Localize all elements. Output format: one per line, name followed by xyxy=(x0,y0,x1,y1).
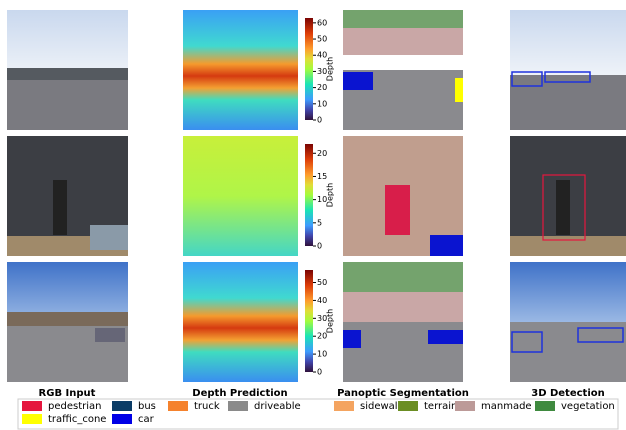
colorbar-tick-label: 5 xyxy=(317,218,322,227)
legend-swatch xyxy=(228,401,248,411)
colorbar-label: Depth xyxy=(326,183,335,207)
colorbar-tick-label: 20 xyxy=(317,149,327,158)
colorbar-tick-label: 50 xyxy=(317,278,327,287)
legend-label: traffic_cone xyxy=(48,414,106,425)
column-title: RGB Input xyxy=(39,388,96,399)
legend-swatch xyxy=(535,401,555,411)
colorbar-tick-label: 0 xyxy=(317,368,322,377)
colorbar-tick-label: 0 xyxy=(317,116,322,125)
legend-label: manmade xyxy=(481,401,532,412)
legend-label: car xyxy=(138,414,155,425)
colorbar-tick-label: 15 xyxy=(317,172,327,181)
column-title: Panoptic Segmentation xyxy=(337,388,469,399)
colorbar-tick-label: 60 xyxy=(317,18,327,27)
colorbar-label: Depth xyxy=(326,309,335,333)
column-title: 3D Detection xyxy=(531,388,605,399)
legend-swatch xyxy=(112,414,132,424)
legend-label: driveable xyxy=(254,401,301,412)
colorbar-tick-label: 10 xyxy=(317,350,327,359)
figure: RGB Input Depth Prediction Panoptic Segmen… xyxy=(0,0,626,430)
column-title: Depth Prediction xyxy=(192,388,287,399)
legend-swatch xyxy=(168,401,188,411)
legend-swatch xyxy=(455,401,475,411)
colorbar-tick-label: 0 xyxy=(317,242,322,251)
colorbar-tick-label: 20 xyxy=(317,83,327,92)
legend-label: truck xyxy=(194,401,220,412)
colorbar-tick-label: 50 xyxy=(317,35,327,44)
legend-label: vegetation xyxy=(561,401,615,412)
legend-label: pedestrian xyxy=(48,401,102,412)
colorbar-label: Depth xyxy=(326,57,335,81)
colorbar xyxy=(305,18,313,120)
colorbar xyxy=(305,144,313,246)
colorbar-tick-label: 40 xyxy=(317,296,327,305)
colorbar xyxy=(305,270,313,372)
legend-swatch xyxy=(22,401,42,411)
legend-label: sidewalk xyxy=(360,401,404,412)
legend-swatch xyxy=(112,401,132,411)
legend-swatch xyxy=(334,401,354,411)
legend-label: terrain xyxy=(424,401,457,412)
colorbar-tick-label: 10 xyxy=(317,99,327,108)
legend-swatch xyxy=(22,414,42,424)
legend-swatch xyxy=(398,401,418,411)
legend-label: bus xyxy=(138,401,156,412)
